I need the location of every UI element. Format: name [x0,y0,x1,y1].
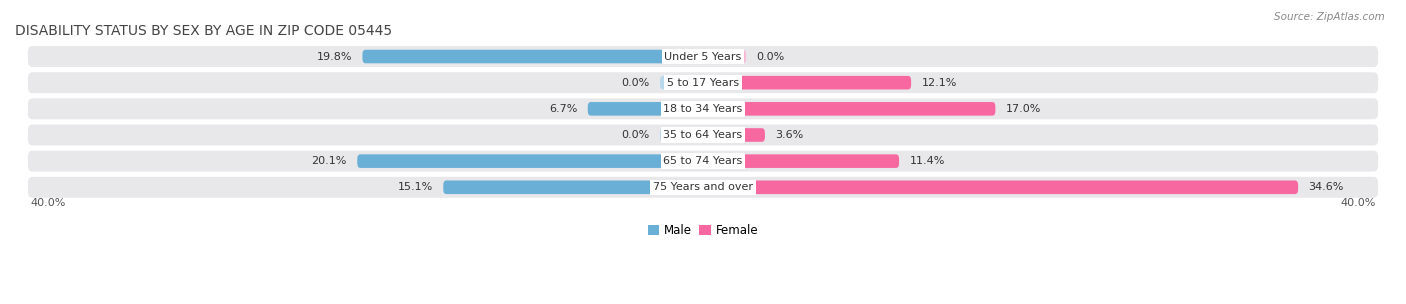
Text: 65 to 74 Years: 65 to 74 Years [664,156,742,166]
FancyBboxPatch shape [703,50,747,63]
Text: 6.7%: 6.7% [550,104,578,114]
Text: 5 to 17 Years: 5 to 17 Years [666,78,740,88]
FancyBboxPatch shape [28,98,1378,119]
Text: 17.0%: 17.0% [1005,104,1040,114]
FancyBboxPatch shape [28,125,1378,145]
FancyBboxPatch shape [28,151,1378,171]
Text: 0.0%: 0.0% [621,78,650,88]
FancyBboxPatch shape [28,177,1378,198]
Text: 11.4%: 11.4% [910,156,945,166]
FancyBboxPatch shape [659,128,703,142]
FancyBboxPatch shape [703,181,1298,194]
FancyBboxPatch shape [443,181,703,194]
FancyBboxPatch shape [28,46,1378,67]
FancyBboxPatch shape [703,128,765,142]
Text: 75 Years and over: 75 Years and over [652,182,754,192]
FancyBboxPatch shape [363,50,703,63]
Text: 35 to 64 Years: 35 to 64 Years [664,130,742,140]
Text: 3.6%: 3.6% [775,130,803,140]
FancyBboxPatch shape [588,102,703,116]
FancyBboxPatch shape [703,76,911,89]
Text: Under 5 Years: Under 5 Years [665,52,741,61]
Legend: Male, Female: Male, Female [643,219,763,241]
Text: 18 to 34 Years: 18 to 34 Years [664,104,742,114]
FancyBboxPatch shape [357,154,703,168]
Text: 34.6%: 34.6% [1309,182,1344,192]
Text: 40.0%: 40.0% [1340,199,1375,209]
FancyBboxPatch shape [703,154,898,168]
Text: 0.0%: 0.0% [621,130,650,140]
Text: 40.0%: 40.0% [31,199,66,209]
FancyBboxPatch shape [703,102,995,116]
Text: 12.1%: 12.1% [921,78,957,88]
FancyBboxPatch shape [28,72,1378,93]
Text: 0.0%: 0.0% [756,52,785,61]
FancyBboxPatch shape [659,76,703,89]
Text: 20.1%: 20.1% [312,156,347,166]
Text: DISABILITY STATUS BY SEX BY AGE IN ZIP CODE 05445: DISABILITY STATUS BY SEX BY AGE IN ZIP C… [15,24,392,38]
Text: Source: ZipAtlas.com: Source: ZipAtlas.com [1274,12,1385,22]
Text: 19.8%: 19.8% [316,52,352,61]
Text: 15.1%: 15.1% [398,182,433,192]
